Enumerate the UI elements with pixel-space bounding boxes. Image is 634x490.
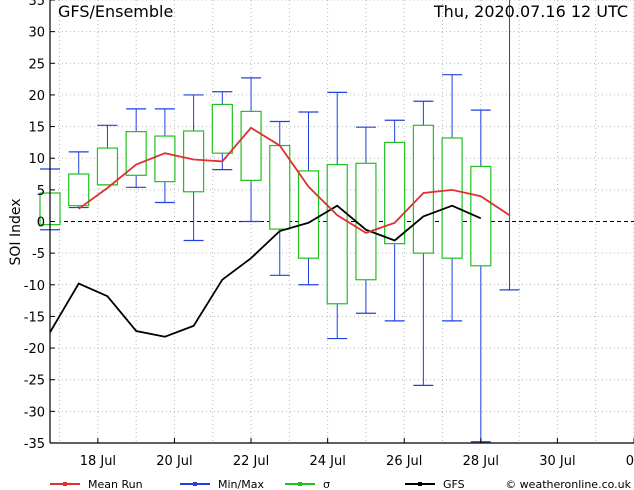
sigma-box <box>441 137 463 259</box>
sigma-box <box>297 170 320 259</box>
sigma-box <box>96 147 119 186</box>
x-tick-label: 26 Jul <box>386 454 422 469</box>
sigma-box <box>412 124 434 254</box>
y-tick-label: -20 <box>24 342 45 357</box>
x-tick-label: 28 Jul <box>463 454 499 469</box>
sigma-box <box>183 130 205 193</box>
legend-minmax-marker <box>193 482 197 486</box>
y-tick-label: 0 <box>37 216 45 231</box>
y-axis-label: SOI Index <box>8 198 24 265</box>
sigma-box <box>326 163 348 305</box>
y-tick-label: -15 <box>24 310 45 325</box>
y-tick-label: 20 <box>28 89 45 104</box>
x-tick-label: 22 Jul <box>233 454 269 469</box>
x-tick-label: 01 <box>626 454 634 469</box>
sigma-box <box>384 141 406 245</box>
legend: Mean Run Min/Max σ GFS <box>50 478 465 490</box>
chart-title-left: GFS/Ensemble <box>58 2 173 21</box>
y-tick-label: -30 <box>24 405 45 420</box>
legend-gfs-marker <box>418 482 422 486</box>
gfs-line <box>49 204 482 338</box>
x-tick-label: 30 Jul <box>539 454 575 469</box>
y-tick-label: 35 <box>28 0 45 9</box>
legend-gfs-label: GFS <box>443 478 465 490</box>
sigma-box <box>470 165 492 267</box>
sigma-box <box>240 110 262 181</box>
y-tick-label: -10 <box>24 279 45 294</box>
y-tick-label: 15 <box>28 121 45 136</box>
x-tick-label: 18 Jul <box>80 454 116 469</box>
sigma-box <box>269 144 291 230</box>
sigma-box <box>154 135 176 183</box>
y-tick-label: 30 <box>28 26 45 41</box>
y-tick-label: 25 <box>28 57 45 72</box>
x-tick-label: 24 Jul <box>309 454 345 469</box>
y-tick-label: 10 <box>28 152 45 167</box>
chart-title-right: Thu, 2020.07.16 12 UTC <box>433 2 628 21</box>
sigma-box <box>68 173 90 207</box>
y-tick-label: -25 <box>24 374 45 389</box>
y-tick-label: -35 <box>24 437 45 452</box>
credit-text: © weatheronline.co.uk <box>505 478 631 490</box>
legend-minmax-label: Min/Max <box>218 478 264 490</box>
x-tick-label: 20 Jul <box>156 454 192 469</box>
chart-axes: -35 -30 -25 -20 -15 -10 -5 0 5 10 15 20 25 30 35 18 Jul… <box>24 0 634 469</box>
mean-run-line <box>78 126 510 234</box>
y-tick-label: -5 <box>32 247 45 262</box>
chart-lines <box>49 126 510 338</box>
chart-boxes <box>39 0 520 443</box>
legend-mean-run-label: Mean Run <box>88 478 143 490</box>
legend-sigma-label: σ <box>323 478 330 490</box>
sigma-box <box>355 162 377 281</box>
y-tick-label: 5 <box>37 184 45 199</box>
sigma-box <box>211 103 233 154</box>
legend-mean-run-marker <box>63 482 67 486</box>
sigma-box <box>125 131 147 176</box>
legend-sigma-marker <box>298 482 302 486</box>
